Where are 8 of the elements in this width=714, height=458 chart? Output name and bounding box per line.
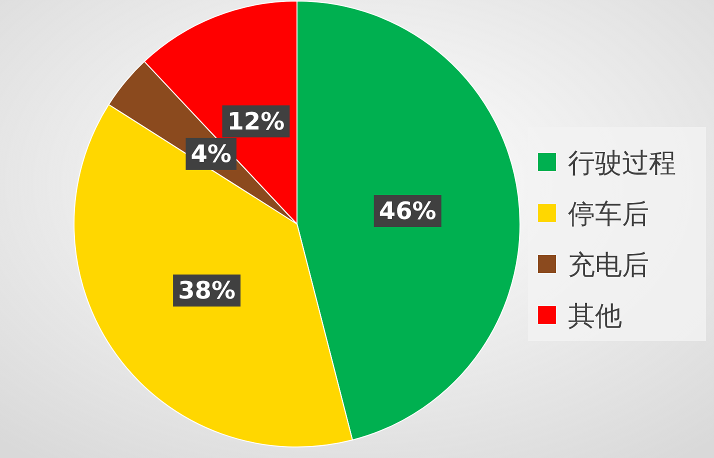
legend-label: 其他: [568, 301, 622, 332]
data-label: 38%: [178, 276, 236, 305]
data-label: 12%: [227, 107, 285, 136]
data-label: 4%: [190, 140, 232, 168]
slice-label: 行驶过程: [568, 148, 676, 179]
data-label: 46%: [378, 197, 436, 226]
legend-label: 充电后: [568, 250, 649, 281]
legend-label: 停车后: [568, 199, 649, 230]
